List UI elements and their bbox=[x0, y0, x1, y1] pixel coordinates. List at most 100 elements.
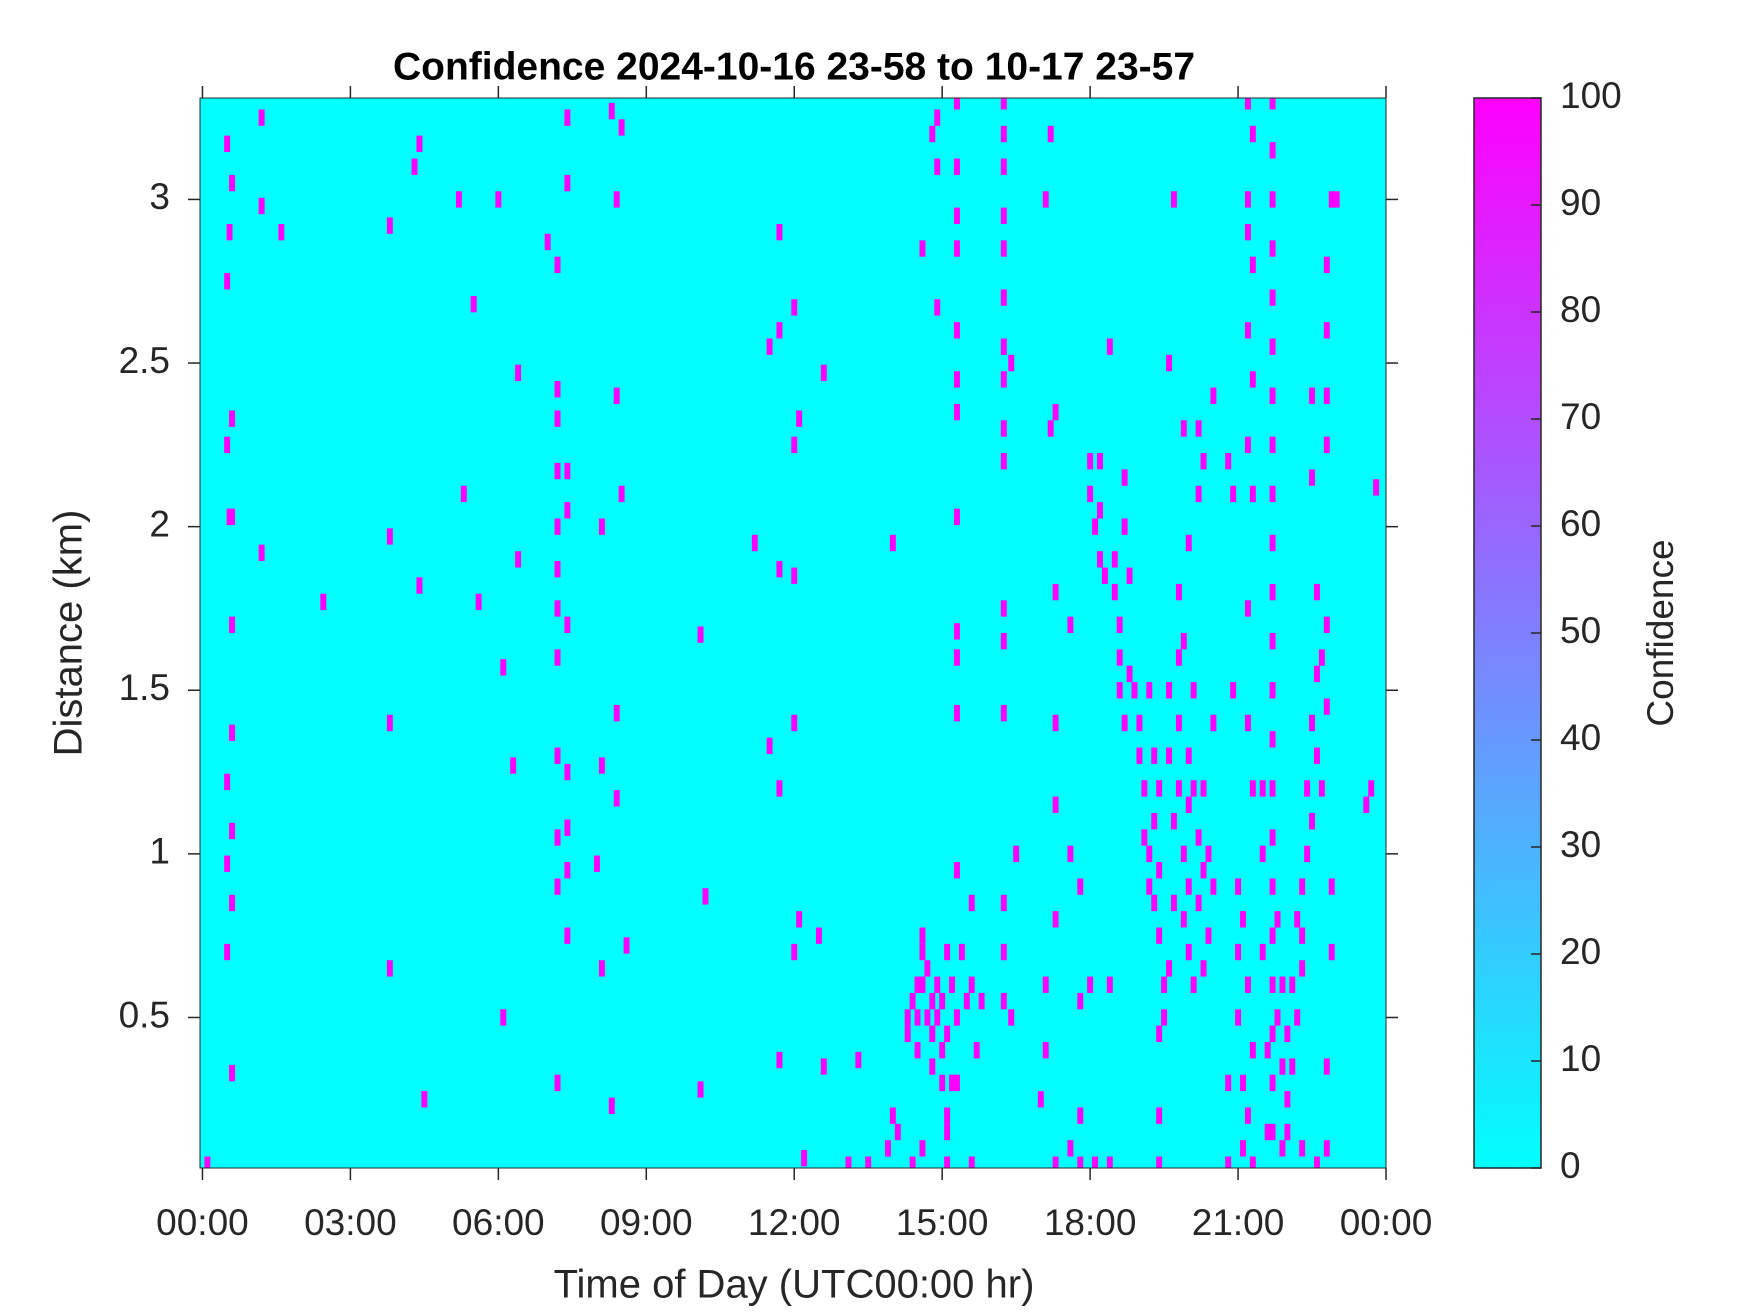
heatmap-cell bbox=[1314, 583, 1320, 601]
heatmap-cell bbox=[258, 544, 265, 562]
heatmap-cell bbox=[1156, 1025, 1163, 1043]
heatmap-cell bbox=[968, 976, 975, 993]
colorbar-tick-label: 0 bbox=[1560, 1145, 1581, 1186]
heatmap-cell bbox=[889, 534, 896, 552]
heatmap-cell bbox=[564, 862, 571, 879]
heatmap-cell bbox=[1195, 829, 1202, 846]
heatmap-cell bbox=[934, 976, 941, 993]
heatmap-cell bbox=[1299, 960, 1306, 977]
heatmap-cell bbox=[1161, 976, 1168, 993]
colorbar-tick-label: 10 bbox=[1560, 1038, 1601, 1079]
heatmap-cell bbox=[608, 102, 615, 120]
heatmap-cell bbox=[939, 992, 946, 1010]
heatmap-cell bbox=[1235, 878, 1242, 895]
heatmap-cell bbox=[229, 174, 236, 192]
heatmap-cell bbox=[1111, 551, 1118, 568]
heatmap-cell bbox=[421, 1091, 428, 1108]
heatmap-cell bbox=[924, 960, 931, 977]
heatmap-cell bbox=[564, 174, 571, 192]
heatmap-cell bbox=[909, 992, 916, 1010]
heatmap-cell bbox=[845, 1156, 852, 1168]
x-tick-label: 03:00 bbox=[304, 1202, 397, 1243]
y-axis-label: Distance (km) bbox=[47, 510, 91, 757]
heatmap-cell bbox=[894, 1123, 901, 1141]
heatmap-cell bbox=[954, 1074, 960, 1092]
heatmap-cell bbox=[702, 888, 709, 905]
heatmap-cell bbox=[613, 790, 620, 807]
heatmap-cell bbox=[1235, 1009, 1242, 1026]
heatmap-cell bbox=[1190, 780, 1197, 797]
heatmap-cell bbox=[697, 1081, 704, 1098]
colorbar-tick-label: 30 bbox=[1560, 824, 1601, 865]
heatmap-cell bbox=[1269, 98, 1276, 110]
heatmap-cell bbox=[1309, 812, 1315, 830]
heatmap-cell bbox=[1269, 534, 1276, 552]
heatmap-cell bbox=[1047, 125, 1054, 143]
heatmap-cell bbox=[1190, 682, 1197, 699]
heatmap-cell bbox=[1136, 714, 1143, 732]
heatmap-cell bbox=[564, 927, 571, 944]
heatmap-cell bbox=[1210, 387, 1217, 404]
heatmap-cell bbox=[1269, 289, 1276, 306]
heatmap-cell bbox=[1000, 338, 1007, 355]
y-tick-label: 1.5 bbox=[119, 667, 170, 708]
heatmap-cell bbox=[776, 1051, 783, 1069]
heatmap-cell bbox=[919, 976, 926, 993]
heatmap-cell bbox=[963, 992, 970, 1010]
heatmap-cell bbox=[1000, 240, 1007, 257]
x-tick-label: 09:00 bbox=[600, 1202, 693, 1243]
heatmap-cell bbox=[1000, 371, 1007, 388]
heatmap-cell bbox=[949, 1074, 955, 1092]
heatmap-cell bbox=[278, 223, 285, 241]
heatmap-cell bbox=[554, 600, 561, 617]
heatmap-cell bbox=[1328, 191, 1335, 208]
heatmap-cell bbox=[904, 1009, 911, 1026]
heatmap-cell bbox=[1141, 829, 1148, 846]
heatmap-cell bbox=[954, 623, 960, 640]
chart-title: Confidence 2024-10-16 23-58 to 10-17 23-… bbox=[393, 45, 1195, 88]
x-tick-label: 18:00 bbox=[1044, 1202, 1137, 1243]
heatmap-cell bbox=[1240, 1074, 1246, 1092]
heatmap-cell bbox=[796, 911, 803, 928]
heatmap-cell bbox=[1230, 682, 1237, 699]
heatmap-cell bbox=[1244, 600, 1251, 617]
heatmap-cell bbox=[1000, 207, 1007, 224]
heatmap-cell bbox=[1299, 927, 1306, 944]
heatmap-cell bbox=[598, 960, 605, 977]
heatmap-cell bbox=[1097, 502, 1103, 519]
heatmap-cell bbox=[1205, 927, 1212, 944]
heatmap-cell bbox=[475, 593, 482, 611]
heatmap-background bbox=[200, 98, 1386, 1168]
heatmap-cell bbox=[904, 1025, 911, 1043]
heatmap-cell bbox=[1279, 1058, 1286, 1075]
heatmap-cell bbox=[1000, 633, 1007, 650]
heatmap-cell bbox=[1200, 862, 1207, 879]
heatmap-cell bbox=[1225, 1074, 1232, 1092]
heatmap-cell bbox=[939, 1042, 946, 1059]
heatmap-cell bbox=[1269, 682, 1276, 699]
heatmap-cell bbox=[1121, 518, 1128, 535]
heatmap-cell bbox=[1200, 960, 1207, 977]
heatmap-cell bbox=[564, 819, 571, 836]
heatmap-cell bbox=[1373, 479, 1380, 496]
heatmap-cell bbox=[1244, 223, 1251, 241]
heatmap-cell bbox=[1363, 796, 1370, 813]
heatmap-cell bbox=[1146, 682, 1153, 699]
heatmap-cell bbox=[776, 322, 783, 339]
heatmap-cell bbox=[1131, 682, 1138, 699]
heatmap-cell bbox=[929, 992, 936, 1010]
heatmap-cell bbox=[1314, 1156, 1320, 1168]
heatmap-cell bbox=[1156, 1156, 1163, 1168]
heatmap-cell bbox=[598, 757, 605, 774]
heatmap-cell bbox=[623, 937, 630, 954]
heatmap-cell bbox=[1166, 682, 1172, 699]
heatmap-cell bbox=[1225, 1156, 1232, 1168]
heatmap-cell bbox=[1151, 812, 1158, 830]
heatmap-cell bbox=[1269, 1074, 1276, 1092]
heatmap-cell bbox=[1323, 1058, 1330, 1075]
heatmap-cell bbox=[815, 927, 822, 944]
colorbar-tick-label: 20 bbox=[1560, 931, 1601, 972]
heatmap-cell bbox=[554, 649, 561, 666]
heatmap-cell bbox=[224, 773, 231, 791]
